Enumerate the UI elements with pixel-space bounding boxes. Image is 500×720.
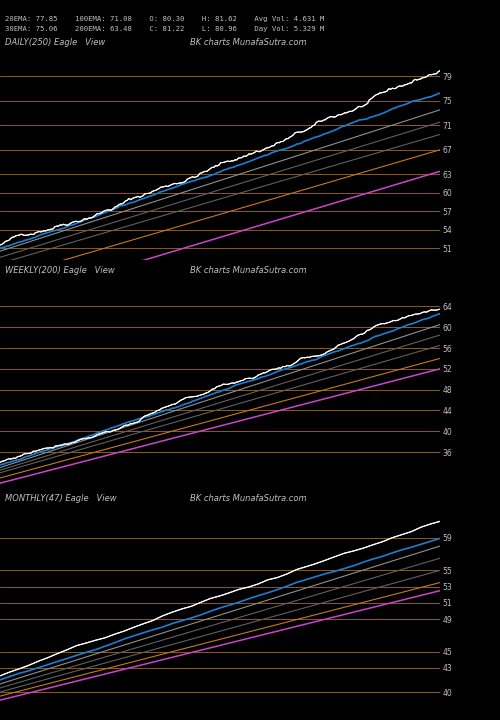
Text: BK charts MunafaSutra.com: BK charts MunafaSutra.com bbox=[190, 266, 306, 275]
Text: BK charts MunafaSutra.com: BK charts MunafaSutra.com bbox=[190, 494, 306, 503]
Text: MONTHLY(47) Eagle   View: MONTHLY(47) Eagle View bbox=[5, 494, 116, 503]
Text: WEEKLY(200) Eagle   View: WEEKLY(200) Eagle View bbox=[5, 266, 115, 275]
Text: DAILY(250) Eagle   View: DAILY(250) Eagle View bbox=[5, 38, 105, 48]
Text: 30EMA: 75.06    200EMA: 63.48    C: 81.22    L: 80.96    Day Vol: 5.329 M: 30EMA: 75.06 200EMA: 63.48 C: 81.22 L: 8… bbox=[5, 26, 324, 32]
Text: 20EMA: 77.85    100EMA: 71.08    O: 80.30    H: 81.62    Avg Vol: 4.631 M: 20EMA: 77.85 100EMA: 71.08 O: 80.30 H: 8… bbox=[5, 16, 324, 22]
Text: BK charts MunafaSutra.com: BK charts MunafaSutra.com bbox=[190, 38, 306, 48]
